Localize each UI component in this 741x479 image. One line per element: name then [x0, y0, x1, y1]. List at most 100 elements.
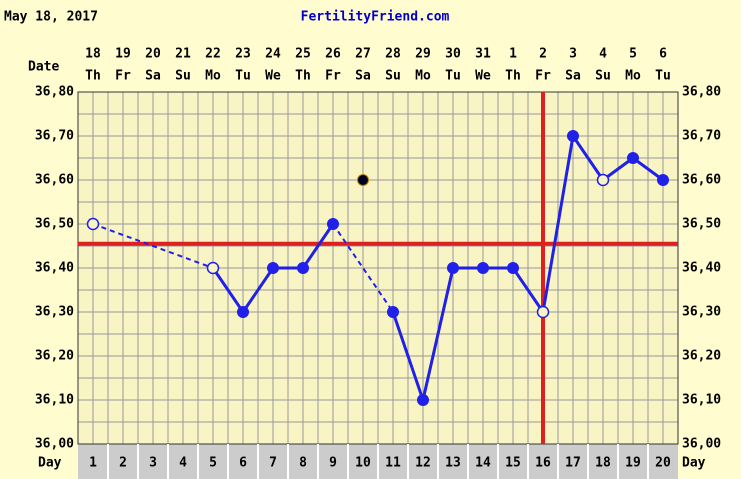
temp-segment [421, 267, 455, 401]
day-number: 16 [535, 456, 551, 471]
temp-point [417, 394, 429, 406]
day-number: 20 [655, 456, 671, 471]
date-label: 21 [175, 47, 191, 62]
day-number: 14 [475, 456, 491, 471]
weekday-label: Th [295, 69, 311, 84]
date-label: 31 [475, 47, 491, 62]
temp-point [657, 174, 669, 186]
date-label: 30 [445, 47, 461, 62]
date-label: 26 [325, 47, 341, 62]
day-number: 12 [415, 456, 431, 471]
site-link[interactable]: FertilityFriend.com [301, 10, 450, 25]
date-label: 29 [415, 47, 431, 62]
y-tick-label: 36,70 [35, 129, 74, 144]
temp-segment [211, 267, 245, 313]
weekday-label: Tu [655, 69, 671, 84]
day-number: 10 [355, 456, 371, 471]
date-label: 4 [599, 47, 607, 62]
temp-point [297, 262, 309, 274]
day-number: 11 [385, 456, 401, 471]
day-label: Day [38, 456, 62, 471]
weekday-label: Mo [625, 69, 641, 84]
y-tick-label-right: 36,50 [682, 217, 721, 232]
temp-point [237, 306, 249, 318]
weekday-label: We [265, 69, 281, 84]
date-label: 25 [295, 47, 311, 62]
date-label: 6 [659, 47, 667, 62]
day-number: 4 [179, 456, 187, 471]
weekday-label: Sa [145, 69, 161, 84]
y-tick-label: 36,10 [35, 393, 74, 408]
date-label: 24 [265, 47, 281, 62]
day-number: 5 [209, 456, 217, 471]
temp-point [627, 152, 639, 164]
temp-point [447, 262, 459, 274]
weekday-label: Th [505, 69, 521, 84]
y-tick-label: 36,40 [35, 261, 74, 276]
date-label: 20 [145, 47, 161, 62]
weekday-label: Sa [565, 69, 581, 84]
y-tick-label: 36,80 [35, 85, 74, 100]
temp-point [357, 174, 369, 186]
date-label: 5 [629, 47, 637, 62]
date-label: 3 [569, 47, 577, 62]
day-number: 1 [89, 456, 97, 471]
day-number: 7 [269, 456, 277, 471]
temp-point [536, 305, 550, 319]
day-number: 8 [299, 456, 307, 471]
temp-point [596, 173, 610, 187]
temp-segment [632, 156, 664, 182]
day-number: 19 [625, 456, 641, 471]
date-label: 23 [235, 47, 251, 62]
weekday-label: Tu [235, 69, 251, 84]
date-label: 2 [539, 47, 547, 62]
weekday-label: Sa [355, 69, 371, 84]
y-tick-label-right: 36,00 [682, 437, 721, 452]
day-number: 13 [445, 456, 461, 471]
weekday-label: Fr [535, 69, 551, 84]
temp-point [507, 262, 519, 274]
temp-point [327, 218, 339, 230]
temp-point [206, 261, 220, 275]
weekday-label: Mo [205, 69, 221, 84]
temp-point [567, 130, 579, 142]
weekday-label: Tu [445, 69, 461, 84]
temp-point [477, 262, 489, 274]
temp-segment [241, 267, 275, 313]
y-tick-label: 36,50 [35, 217, 74, 232]
date-label: 28 [385, 47, 401, 62]
day-label-right: Day [682, 456, 706, 471]
weekday-label: Fr [325, 69, 341, 84]
y-tick-label-right: 36,10 [682, 393, 721, 408]
y-tick-label-right: 36,30 [682, 305, 721, 320]
y-tick-label-right: 36,70 [682, 129, 721, 144]
y-tick-label-right: 36,20 [682, 349, 721, 364]
day-number: 2 [119, 456, 127, 471]
date-label: 1 [509, 47, 517, 62]
y-tick-label: 36,30 [35, 305, 74, 320]
weekday-label: Su [385, 69, 401, 84]
temp-segment [391, 311, 425, 401]
day-number: 15 [505, 456, 521, 471]
weekday-label: Mo [415, 69, 431, 84]
date-label: 19 [115, 47, 131, 62]
y-tick-label-right: 36,60 [682, 173, 721, 188]
y-tick-label-right: 36,80 [682, 85, 721, 100]
temp-segment [92, 223, 214, 269]
date-label: Date [28, 60, 59, 75]
date-label: 27 [355, 47, 371, 62]
y-tick-label: 36,00 [35, 437, 74, 452]
date-label: 22 [205, 47, 221, 62]
day-number: 3 [149, 456, 157, 471]
temp-segment [301, 223, 335, 269]
weekday-label: Th [85, 69, 101, 84]
temp-segment [571, 135, 605, 181]
temp-point [267, 262, 279, 274]
temp-point [86, 217, 100, 231]
day-number: 17 [565, 456, 581, 471]
weekday-label: Fr [115, 69, 131, 84]
temp-point [387, 306, 399, 318]
temp-segment [541, 135, 575, 313]
weekday-label: We [475, 69, 491, 84]
